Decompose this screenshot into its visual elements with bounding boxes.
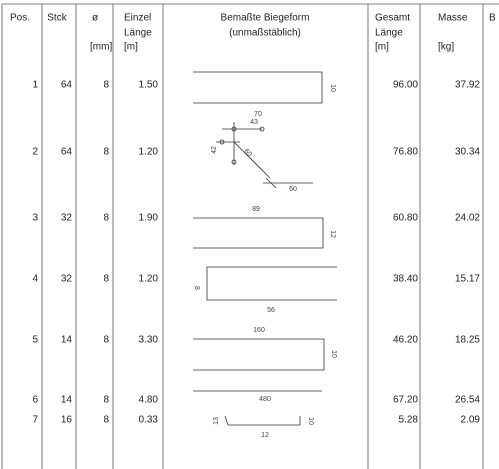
unit: [kg] <box>438 42 454 53</box>
header-cell: ø <box>92 13 98 24</box>
cell: 37.92 <box>455 80 480 91</box>
cell: 14 <box>61 335 73 346</box>
cell: 8 <box>103 274 109 285</box>
dimension: 56 <box>267 307 275 314</box>
cell: 15.17 <box>455 274 480 285</box>
unit: [m] <box>124 42 138 53</box>
header-cell: Stck <box>47 13 67 24</box>
cell: 32 <box>61 274 73 285</box>
cell: 96.00 <box>393 80 418 91</box>
cell: 3.30 <box>139 335 159 346</box>
cell: 8 <box>103 213 109 224</box>
cell: 4.80 <box>139 395 159 406</box>
cell: 1.20 <box>139 147 159 158</box>
dimension: 10 <box>307 417 314 425</box>
cell: 2.09 <box>461 415 481 426</box>
dimension: 89 <box>252 206 260 213</box>
header-cell: Länge <box>375 28 403 39</box>
cell: 46.20 <box>393 335 418 346</box>
cell: 64 <box>61 80 73 91</box>
dimension: 43 <box>250 119 258 126</box>
cell: 1.50 <box>139 80 159 91</box>
dimension: 160 <box>253 327 265 334</box>
unit: [mm] <box>90 42 112 53</box>
header-cell: B <box>489 13 496 24</box>
cell: 24.02 <box>455 213 480 224</box>
cell: 1.20 <box>139 274 159 285</box>
dimension: 12 <box>329 230 336 238</box>
cell: 32 <box>61 213 73 224</box>
cell: 1.90 <box>139 213 159 224</box>
cell: 3 <box>32 213 38 224</box>
header-cell: Masse <box>438 13 468 24</box>
cell: 7 <box>32 415 38 426</box>
cell: 4 <box>32 274 38 285</box>
header-cell: Pos. <box>10 13 30 24</box>
dimension: 42 <box>211 146 218 154</box>
unit: [m] <box>375 42 389 53</box>
cell: 76.80 <box>393 147 418 158</box>
dimension: 12 <box>261 432 269 439</box>
cell: 6 <box>32 395 38 406</box>
cell: 8 <box>103 335 109 346</box>
header-cell: Einzel <box>124 13 151 24</box>
dimension: 13 <box>213 417 220 425</box>
cell: 26.54 <box>455 395 480 406</box>
cell: 30.34 <box>455 147 480 158</box>
cell: 16 <box>61 415 73 426</box>
dimension: 8 <box>193 286 200 290</box>
cell: 5.28 <box>399 415 419 426</box>
cell: 5 <box>32 335 38 346</box>
dimension: 480 <box>259 396 271 403</box>
cell: 8 <box>103 147 109 158</box>
dimension: 10 <box>330 350 337 358</box>
cell: 67.20 <box>393 395 418 406</box>
table-lines <box>1 3 499 469</box>
cell: 8 <box>103 415 109 426</box>
cell: 60.80 <box>393 213 418 224</box>
cell: 38.40 <box>393 274 418 285</box>
header-cell: Länge <box>124 28 152 39</box>
dimension: 10 <box>329 84 336 92</box>
header-cell: (unmaßstäblich) <box>229 28 301 39</box>
cell: 0.33 <box>139 415 159 426</box>
cell: 64 <box>61 147 73 158</box>
header: Pos. Stck ø Einzel Länge Bemaßte Biegefo… <box>10 13 496 53</box>
dimension: 60 <box>289 186 297 193</box>
cell: 2 <box>32 147 38 158</box>
cell: 14 <box>61 395 73 406</box>
dimension: 70 <box>254 111 262 118</box>
dimension: 60 <box>243 148 254 159</box>
cell: 1 <box>32 80 38 91</box>
cell: 8 <box>103 80 109 91</box>
cell: 8 <box>103 395 109 406</box>
cell: 18.25 <box>455 335 480 346</box>
header-cell: Gesamt <box>375 13 410 24</box>
shape-labels: 10 70 43 42 60 60 89 12 8 56 160 10 480 … <box>193 84 337 439</box>
shapes <box>193 71 337 426</box>
header-cell: Bemaßte Biegeform <box>221 13 310 24</box>
